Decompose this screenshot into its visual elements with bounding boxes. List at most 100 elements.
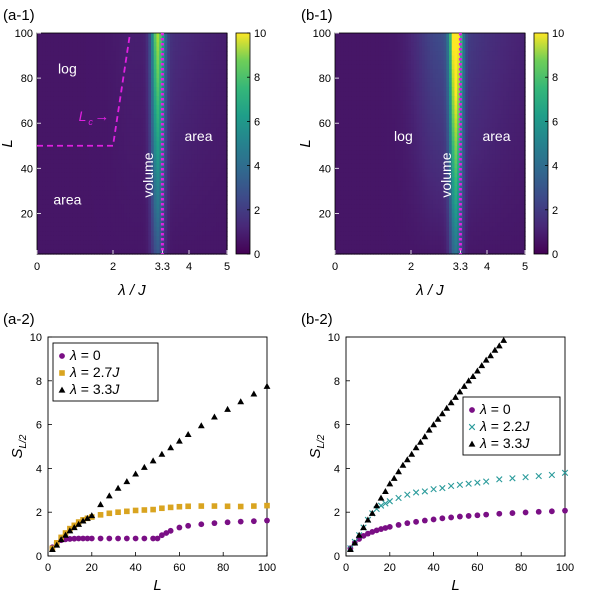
heatmap-cell — [45, 42, 49, 48]
heatmap-cell — [170, 145, 174, 151]
heatmap-cell — [514, 69, 518, 75]
heatmap-cell — [189, 96, 193, 102]
heatmap-cell — [519, 109, 523, 115]
heatmap-cell — [381, 87, 385, 93]
heatmap-cell — [205, 249, 209, 255]
heatmap-cell — [470, 64, 475, 70]
heatmap-cell — [151, 177, 155, 183]
heatmap-cell — [91, 249, 95, 255]
heatmap-cell — [337, 96, 342, 102]
heatmap-cell — [102, 105, 106, 111]
heatmap-cell — [167, 91, 171, 97]
heatmap-cell — [167, 190, 171, 196]
heatmap-cell — [419, 87, 423, 93]
heatmap-cell — [115, 235, 120, 242]
heatmap-cell — [213, 96, 217, 102]
heatmap-cell — [58, 204, 63, 210]
heatmap-cell — [208, 132, 212, 138]
heatmap-cell — [199, 145, 204, 151]
heatmap-cell — [500, 100, 504, 106]
heatmap-cell — [446, 42, 450, 48]
heatmap-cell — [454, 82, 458, 88]
heatmap-cell — [66, 154, 71, 160]
heatmap-cell — [167, 204, 171, 210]
x-tick-label: 3.3 — [155, 261, 170, 273]
heatmap-cell — [421, 42, 426, 48]
heatmap-cell — [465, 114, 469, 120]
heatmap-cell — [99, 132, 103, 138]
heatmap-cell — [45, 123, 49, 129]
heatmap-cell — [53, 60, 57, 66]
heatmap-cell — [194, 213, 198, 219]
heatmap-cell — [113, 100, 117, 106]
heatmap-cell — [88, 114, 92, 120]
heatmap-cell — [186, 51, 190, 57]
heatmap-cell — [210, 96, 215, 102]
heatmap-cell — [134, 73, 139, 79]
heatmap-cell — [364, 60, 369, 66]
heatmap-cell — [102, 172, 106, 178]
heatmap-cell — [180, 136, 185, 142]
heatmap-cell — [432, 100, 437, 106]
heatmap-cell — [151, 213, 155, 219]
heatmap-cell — [58, 127, 63, 133]
heatmap-cell — [145, 249, 149, 255]
heatmap-cell — [153, 159, 158, 165]
heatmap-cell — [210, 240, 215, 246]
heatmap-cell — [39, 168, 44, 174]
heatmap-cell — [96, 217, 101, 224]
heatmap-cell — [110, 78, 114, 84]
heatmap-cell — [343, 123, 347, 129]
heatmap-cell — [66, 213, 71, 219]
heatmap-cell — [123, 118, 128, 124]
heatmap-cell — [421, 114, 426, 120]
heatmap-cell — [362, 78, 366, 84]
heatmap-cell — [45, 51, 49, 57]
heatmap-cell — [132, 249, 136, 255]
heatmap-cell — [224, 64, 228, 70]
heatmap-cell — [343, 69, 347, 75]
heatmap-cell — [123, 208, 128, 215]
heatmap-cell — [194, 55, 198, 61]
heatmap-cell — [364, 118, 369, 124]
heatmap-cell — [506, 42, 510, 48]
heatmap-cell — [503, 51, 507, 57]
heatmap-cell — [427, 33, 431, 39]
heatmap-cell — [42, 204, 46, 210]
heatmap-cell — [88, 190, 92, 196]
heatmap-cell — [137, 136, 141, 142]
heatmap-cell — [199, 199, 204, 205]
heatmap-cell — [356, 60, 361, 66]
heatmap-cell — [470, 127, 475, 133]
heatmap-cell — [104, 37, 109, 43]
heatmap-cell — [72, 213, 76, 219]
heatmap-cell — [183, 105, 187, 111]
heatmap-cell — [102, 118, 106, 124]
heatmap-cell — [170, 231, 174, 237]
heatmap-cell — [199, 127, 204, 133]
heatmap-cell — [61, 150, 65, 156]
heatmap-cell — [522, 37, 526, 43]
heatmap-cell — [121, 105, 125, 111]
heatmap-cell — [77, 109, 82, 115]
heatmap-cell — [183, 33, 187, 39]
heatmap-cell — [359, 69, 363, 75]
heatmap-cell — [519, 78, 523, 84]
heatmap-cell — [221, 204, 225, 210]
heatmap-cell — [53, 55, 57, 61]
heatmap-cell — [118, 78, 122, 84]
heatmap-cell — [354, 55, 358, 61]
heatmap-cell — [340, 123, 344, 129]
heatmap-cell — [375, 109, 380, 115]
heatmap-cell — [50, 145, 54, 151]
heatmap-cell — [85, 199, 90, 205]
heatmap-cell — [145, 33, 149, 39]
heatmap-cell — [50, 105, 54, 111]
heatmap-cell — [438, 46, 442, 52]
heatmap-cell — [354, 42, 358, 48]
heatmap-cell — [413, 87, 418, 93]
heatmap-cell — [221, 55, 225, 61]
heatmap-cell — [39, 105, 44, 111]
heatmap-cell — [167, 150, 171, 156]
heatmap-cell — [180, 213, 185, 219]
